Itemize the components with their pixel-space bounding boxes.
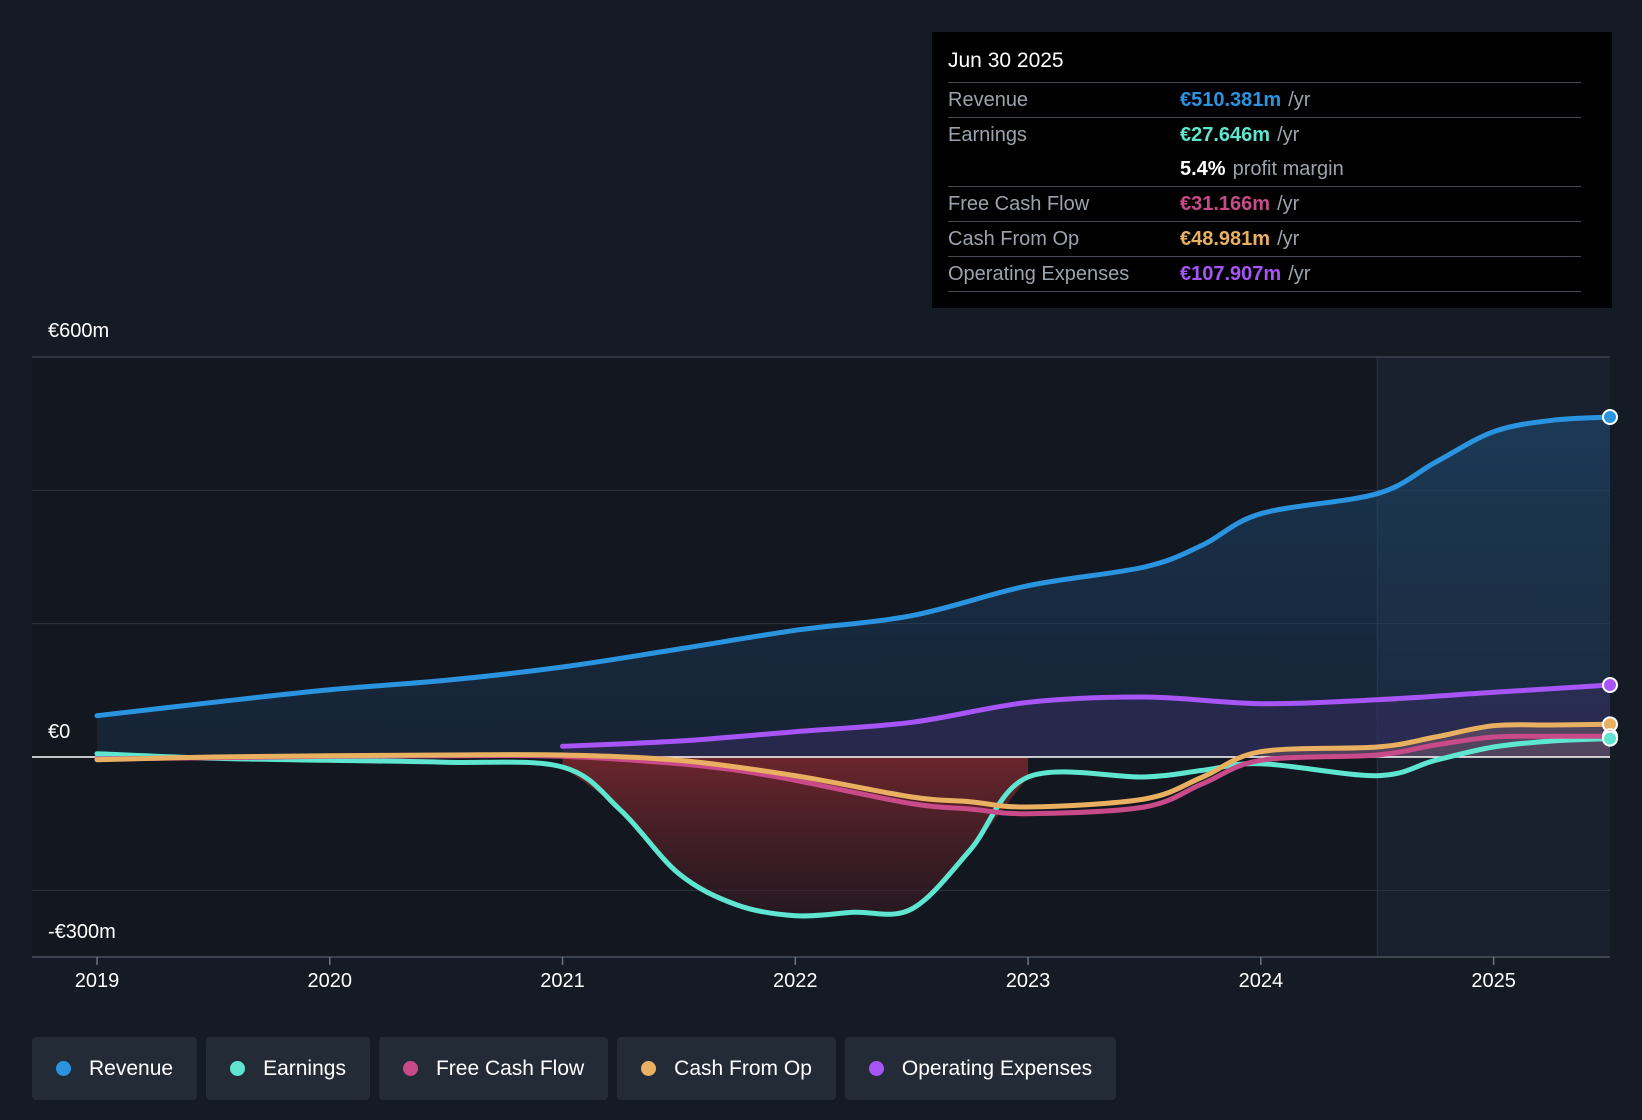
y-label-top: €600m	[48, 320, 110, 342]
legend-item-fcf[interactable]: Free Cash Flow	[378, 1037, 609, 1100]
legend-item-earnings[interactable]: Earnings	[206, 1037, 370, 1100]
fcf-dot-icon	[402, 1061, 418, 1076]
x-tick-label: 2021	[540, 970, 585, 992]
x-tick-label: 2024	[1238, 970, 1284, 992]
tooltip-unit: /yr	[1277, 192, 1300, 215]
tooltip-row-opex: Operating Expenses €107.907m /yr	[948, 257, 1581, 292]
tooltip-unit: /yr	[1288, 88, 1311, 111]
tooltip-unit: /yr	[1277, 123, 1300, 146]
profit-margin-label: profit margin	[1232, 157, 1344, 180]
tooltip-unit: /yr	[1277, 227, 1300, 250]
tooltip-row-cfo: Cash From Op €48.981m /yr	[948, 222, 1581, 257]
y-label-bottom: -€300m	[48, 921, 116, 943]
legend-label: Revenue	[89, 1056, 174, 1080]
earnings-line	[94, 736, 1613, 919]
chart-legend: Revenue Earnings Free Cash Flow Cash Fro…	[32, 1037, 1117, 1100]
y-label-zero: €0	[48, 721, 71, 743]
legend-label: Operating Expenses	[901, 1056, 1093, 1080]
x-tick-label: 2023	[1005, 970, 1051, 992]
legend-label: Free Cash Flow	[435, 1056, 585, 1080]
revenue-dot-icon	[56, 1061, 71, 1076]
earnings-end-marker	[1602, 730, 1618, 747]
tooltip-row-earnings: Earnings €27.646m /yr	[948, 118, 1581, 152]
tooltip-label: Operating Expenses	[948, 262, 1130, 285]
tooltip-value: €48.981m	[1180, 227, 1271, 250]
cfo-line	[94, 721, 1613, 810]
tooltip-unit: /yr	[1288, 262, 1311, 285]
tooltip-value: €510.381m	[1180, 88, 1282, 111]
legend-label: Cash From Op	[674, 1056, 812, 1080]
opex-end-marker	[1602, 677, 1618, 693]
tooltip-row-fcf: Free Cash Flow €31.166m /yr	[948, 187, 1581, 222]
revenue-end-marker	[1602, 409, 1618, 425]
tooltip-value: €31.166m	[1180, 192, 1271, 215]
x-tick-label: 2020	[307, 970, 353, 992]
tooltip-row-margin: 5.4% profit margin	[948, 152, 1581, 187]
opex-line	[560, 682, 1613, 749]
tooltip-row-revenue: Revenue €510.381m /yr	[948, 83, 1581, 118]
tooltip-label: Cash From Op	[948, 227, 1080, 250]
opex-dot-icon	[868, 1061, 884, 1076]
tooltip-label: Revenue	[948, 88, 1029, 111]
tooltip-value: €107.907m	[1180, 262, 1282, 285]
revenue-area	[97, 417, 1610, 757]
x-tick-label: 2022	[773, 970, 818, 992]
tooltip-label: Earnings	[948, 123, 1027, 146]
earnings-dot-icon	[230, 1061, 246, 1076]
legend-item-revenue[interactable]: Revenue	[32, 1037, 198, 1100]
tooltip-date: Jun 30 2025	[948, 46, 1581, 83]
cfo-dot-icon	[641, 1061, 657, 1076]
x-tick-label: 2025	[1471, 970, 1516, 992]
profit-margin-value: 5.4%	[1180, 157, 1226, 180]
x-tick-label: 2019	[74, 970, 120, 992]
data-tooltip: Jun 30 2025 Revenue €510.381m /yr Earnin…	[932, 32, 1612, 308]
tooltip-value: €27.646m	[1180, 123, 1271, 146]
revenue-line	[94, 414, 1613, 719]
legend-item-cfo[interactable]: Cash From Op	[617, 1037, 836, 1100]
tooltip-label: Free Cash Flow	[948, 192, 1090, 215]
legend-label: Earnings	[263, 1056, 346, 1080]
legend-item-opex[interactable]: Operating Expenses	[844, 1037, 1117, 1100]
